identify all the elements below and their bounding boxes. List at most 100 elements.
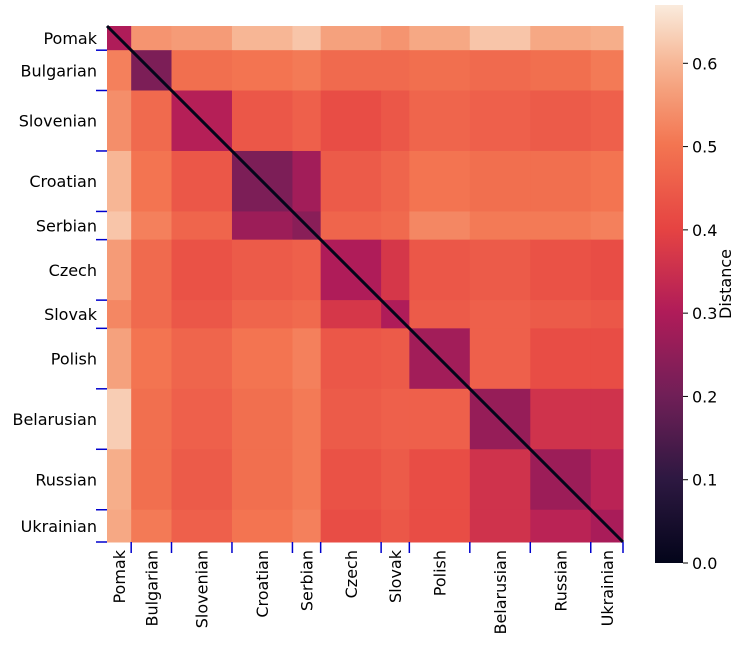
heatmap-cell	[530, 150, 592, 212]
heatmap-cell	[171, 239, 233, 301]
heatmap-cell	[590, 300, 624, 329]
y-axis: Pomak Bulgarian Slovenian Croatian Serbian Cz…	[12, 29, 107, 543]
heatmap-cell	[107, 211, 132, 241]
colorbar-tick-label: 0.3	[692, 304, 717, 323]
heatmap-cell	[107, 150, 132, 212]
y-tick-label: Slovenian	[19, 112, 97, 131]
heatmap-cell	[409, 449, 471, 511]
heatmap-cell	[590, 328, 624, 390]
heatmap-cell	[292, 328, 322, 390]
heatmap-cell	[131, 449, 172, 511]
heatmap-cell	[530, 300, 592, 329]
x-tick-label: Czech	[342, 550, 361, 598]
heatmap-cell	[590, 388, 624, 450]
heatmap-cell	[469, 150, 531, 212]
heatmap-cell	[292, 509, 322, 543]
heatmap-cell	[171, 509, 233, 543]
heatmap-cell	[530, 90, 592, 152]
heatmap-cell	[171, 388, 233, 450]
heatmap-cell	[231, 388, 293, 450]
heatmap-cell	[131, 388, 172, 450]
heatmap-cell	[530, 388, 592, 450]
heatmap-cell	[590, 90, 624, 152]
heatmap-cell	[469, 90, 531, 152]
heatmap-cell	[131, 26, 172, 51]
heatmap-cell	[469, 449, 531, 511]
heatmap-cell	[171, 50, 233, 91]
heatmap-cell	[320, 211, 382, 241]
heatmap-cells	[107, 26, 624, 543]
y-tick-label: Croatian	[29, 172, 97, 191]
heatmap-cell	[469, 328, 531, 390]
heatmap-cell	[530, 239, 592, 301]
heatmap-cell	[320, 300, 382, 329]
heatmap-cell	[131, 90, 172, 152]
heatmap-cell	[320, 26, 382, 51]
y-tick-label: Slovak	[44, 305, 98, 324]
heatmap-cell	[409, 300, 471, 329]
heatmap-cell	[131, 509, 172, 543]
heatmap-cell	[590, 449, 624, 511]
heatmap-cell	[231, 211, 293, 241]
heatmap-cell	[292, 50, 322, 91]
heatmap-cell	[381, 239, 410, 301]
heatmap-cell	[530, 211, 592, 241]
heatmap-cell	[107, 328, 132, 390]
colorbar-tick-label: 0.6	[692, 54, 717, 73]
heatmap-cell	[171, 211, 233, 241]
y-tick-label: Serbian	[36, 217, 97, 236]
colorbar-tick-label: 0.4	[692, 221, 717, 240]
heatmap-cell	[292, 449, 322, 511]
heatmap-cell	[107, 449, 132, 511]
heatmap-cell	[107, 509, 132, 543]
heatmap-cell	[231, 509, 293, 543]
heatmap-cell	[381, 50, 410, 91]
heatmap-cell	[320, 388, 382, 450]
y-tick-label: Ukrainian	[21, 517, 97, 536]
heatmap-cell	[231, 239, 293, 301]
heatmap-cell	[131, 239, 172, 301]
heatmap-cell	[292, 239, 322, 301]
heatmap-cell	[171, 449, 233, 511]
colorbar-gradient	[655, 5, 683, 563]
heatmap-cell	[469, 50, 531, 91]
heatmap-cell	[409, 150, 471, 212]
x-tick-label: Slovak	[386, 549, 405, 603]
heatmap-cell	[381, 150, 410, 212]
heatmap-cell	[381, 26, 410, 51]
heatmap-cell	[107, 90, 132, 152]
heatmap-cell	[231, 300, 293, 329]
heatmap-cell	[469, 211, 531, 241]
heatmap-diagonal	[105, 24, 625, 544]
heatmap-cell	[107, 239, 132, 301]
heatmap-cell	[409, 50, 471, 91]
x-tick-label: Pomak	[110, 549, 129, 603]
x-axis: Pomak Bulgarian Slovenian Croatian Serbian Cz…	[110, 542, 624, 635]
heatmap-cell	[131, 300, 172, 329]
x-tick-label: Croatian	[253, 550, 272, 618]
y-tick-label: Bulgarian	[21, 61, 98, 80]
colorbar-tick-label: 0.5	[692, 138, 717, 157]
heatmap-cell	[409, 90, 471, 152]
heatmap-cell	[231, 328, 293, 390]
heatmap-cell	[320, 90, 382, 152]
heatmap-cell	[107, 388, 132, 450]
heatmap-cell	[231, 50, 293, 91]
heatmap-cell	[409, 26, 471, 51]
x-tick-label: Ukrainian	[598, 550, 617, 626]
colorbar-ticks: 0.0 0.1 0.2 0.3 0.4 0.5 0.6	[683, 54, 717, 573]
colorbar-label: Distance	[716, 249, 735, 319]
y-tick-label: Polish	[51, 350, 97, 369]
heatmap-cell	[131, 150, 172, 212]
heatmap-cell	[292, 26, 322, 51]
heatmap-cell	[231, 26, 293, 51]
heatmap-cell	[530, 328, 592, 390]
heatmap-cell	[292, 90, 322, 152]
heatmap-cell	[107, 300, 132, 329]
y-tick-label: Russian	[35, 471, 97, 490]
heatmap-cell	[381, 509, 410, 543]
heatmap-cell	[131, 328, 172, 390]
heatmap-cell	[469, 26, 531, 51]
heatmap-cell	[409, 509, 471, 543]
heatmap-cell	[320, 449, 382, 511]
